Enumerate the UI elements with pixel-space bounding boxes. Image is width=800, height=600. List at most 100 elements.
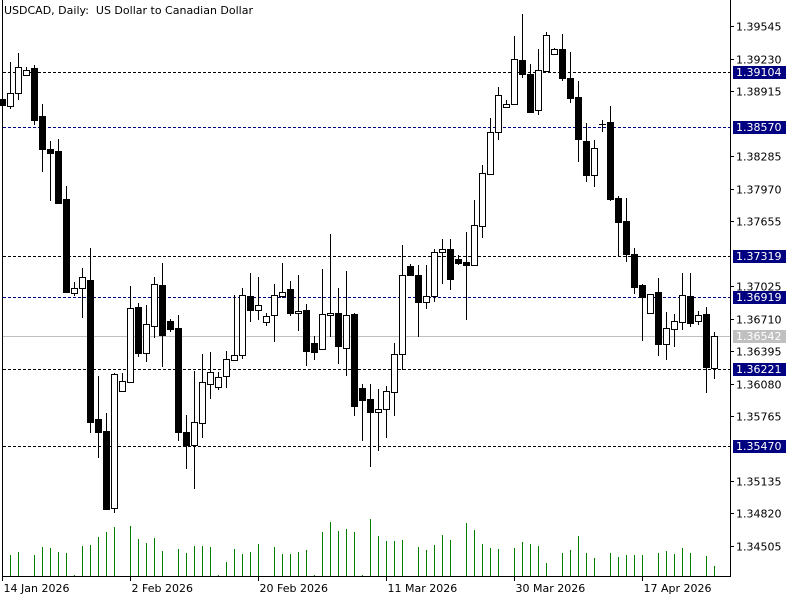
candle (175, 315, 182, 441)
candle-body-bear (87, 280, 94, 423)
candle-body-bull (663, 328, 670, 345)
candle-body-bull (15, 67, 22, 94)
price-tick-label: 1.34820 (736, 508, 782, 521)
candle-body-bear (519, 60, 526, 75)
candle (159, 263, 166, 367)
candle-body-bull (543, 35, 550, 72)
candle-body-bear (575, 97, 582, 140)
candle (7, 62, 14, 109)
candle-body-bull (671, 321, 678, 330)
time-tick-label: 30 Mar 2026 (516, 582, 586, 595)
candle (247, 273, 254, 322)
candle-body-bull (343, 315, 350, 349)
price-label-box (733, 363, 786, 376)
candle-body-bull (127, 308, 134, 383)
time-tick-label: 11 Mar 2026 (388, 582, 458, 595)
candle-body-bull (391, 354, 398, 393)
candle-body-bear (687, 296, 694, 324)
price-tick-label: 1.35765 (736, 411, 782, 424)
candle-body-bull (143, 324, 150, 354)
time-tick-label: 17 Apr 2026 (644, 582, 712, 595)
candle (679, 273, 686, 330)
candle-body-bear (567, 78, 574, 99)
candle-body-bull (375, 409, 382, 413)
candle (623, 198, 630, 262)
candle (471, 200, 478, 266)
candle-body-bear (311, 343, 318, 353)
candle-body-bear (367, 399, 374, 413)
candle-body-bear (623, 221, 630, 255)
price-label-box (733, 330, 786, 343)
candle-body-bull (327, 313, 334, 316)
candle (223, 351, 230, 388)
candle-body-bear (655, 292, 662, 345)
candle-body-bear (183, 432, 190, 446)
candle (559, 34, 566, 81)
price-tick-label: 1.38285 (736, 151, 782, 164)
price-label: 1.36221 (736, 363, 782, 376)
candle-body-bull (23, 70, 30, 76)
candle-body-bull (479, 173, 486, 227)
price-label: 1.38570 (736, 121, 782, 134)
candle (111, 373, 118, 513)
candle (55, 139, 62, 204)
candle-body-bear (607, 122, 614, 200)
candle (95, 376, 102, 458)
price-tick-label: 1.36080 (736, 379, 782, 392)
price-tick-label: 1.37655 (736, 216, 782, 229)
candle (703, 307, 710, 393)
candle (87, 248, 94, 433)
candle (447, 239, 454, 290)
candle-body-bear (359, 388, 366, 401)
price-tick-label: 1.37025 (736, 281, 782, 294)
candle-body-bear (167, 321, 174, 330)
candle-body-bear (303, 310, 310, 352)
candle (543, 32, 550, 72)
candle (199, 354, 206, 438)
candle-body-bull (71, 288, 78, 294)
price-label-box (733, 121, 786, 134)
candle (119, 373, 126, 392)
candle (663, 312, 670, 360)
candle-body-bull (151, 284, 158, 327)
candle-body-bull (679, 295, 686, 323)
candle-body-bull (199, 382, 206, 424)
candle-body-bear (47, 149, 54, 154)
candle-body-bull (271, 295, 278, 316)
candle (215, 372, 222, 390)
candle (263, 313, 270, 326)
candle-body-bull (79, 277, 86, 289)
candle-body-bear (55, 151, 62, 204)
candle (351, 313, 358, 416)
candle-body-bear (615, 198, 622, 223)
price-label-box (733, 66, 786, 79)
candle (63, 186, 70, 293)
candle (695, 311, 702, 325)
candle (487, 118, 494, 175)
candle-body-bull (695, 315, 702, 322)
candle (431, 249, 438, 302)
candle-body-bull (207, 372, 214, 385)
candle (367, 384, 374, 467)
candle-body-bull (119, 381, 126, 392)
candle-body-bear (95, 419, 102, 433)
candle (151, 277, 158, 338)
candle (631, 248, 638, 294)
candle (39, 104, 46, 172)
candle-body-bull (487, 132, 494, 175)
candle-body-bull (495, 95, 502, 133)
candle-body-bull (399, 275, 406, 355)
candle (279, 263, 286, 298)
price-label: 1.36919 (736, 291, 782, 304)
candle-body-bull (191, 422, 198, 446)
candle (439, 239, 446, 284)
candle (647, 294, 654, 314)
candle-body-bull (383, 391, 390, 410)
candle (167, 319, 174, 332)
candle-body-bull (7, 93, 14, 107)
candle-body-bull (431, 252, 438, 297)
candle (687, 273, 694, 327)
price-tick-label: 1.39545 (736, 21, 782, 34)
candle-body-bear (639, 285, 646, 298)
